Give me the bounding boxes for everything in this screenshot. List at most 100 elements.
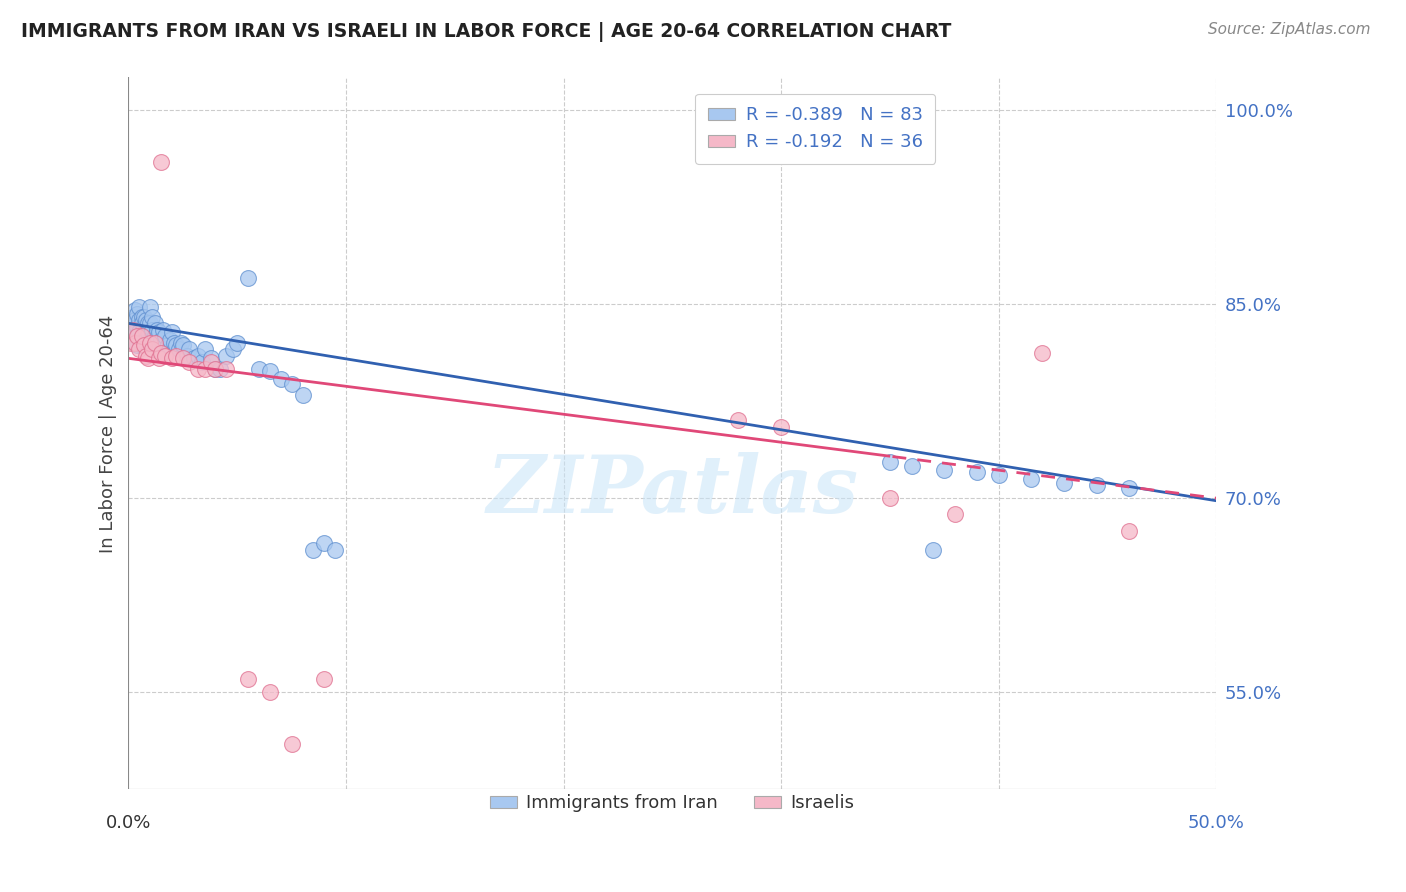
Text: IMMIGRANTS FROM IRAN VS ISRAELI IN LABOR FORCE | AGE 20-64 CORRELATION CHART: IMMIGRANTS FROM IRAN VS ISRAELI IN LABOR… <box>21 22 952 42</box>
Point <box>136 326 159 340</box>
Point <box>943 507 966 521</box>
Point <box>124 326 146 340</box>
Point <box>172 351 194 366</box>
Point <box>208 361 231 376</box>
Point <box>141 343 163 357</box>
Point <box>127 329 149 343</box>
Text: ZIPatlas: ZIPatlas <box>486 451 859 529</box>
Point <box>152 323 174 337</box>
Point <box>247 361 270 376</box>
Point <box>141 323 163 337</box>
Point <box>200 351 222 366</box>
Point <box>270 372 292 386</box>
Point <box>160 326 183 340</box>
Point <box>176 349 198 363</box>
Point <box>127 338 149 352</box>
Point <box>194 343 217 357</box>
Point <box>922 543 945 558</box>
Point <box>150 346 173 360</box>
Point <box>131 310 153 324</box>
Point <box>302 543 325 558</box>
Point <box>159 333 181 347</box>
Point <box>179 343 201 357</box>
Point <box>160 351 183 366</box>
Point <box>1053 475 1076 490</box>
Point <box>165 338 187 352</box>
Point <box>150 333 173 347</box>
Point <box>291 387 314 401</box>
Point <box>139 335 162 350</box>
Point <box>131 338 153 352</box>
Point <box>128 312 150 326</box>
Point <box>314 536 336 550</box>
Point <box>148 351 170 366</box>
Point <box>165 349 187 363</box>
Point <box>934 463 956 477</box>
Point <box>1031 346 1053 360</box>
Point <box>124 312 146 326</box>
Point <box>143 329 166 343</box>
Point <box>127 307 149 321</box>
Point <box>124 303 146 318</box>
Point <box>143 335 166 350</box>
Point <box>150 154 173 169</box>
Point <box>148 326 170 340</box>
Point <box>879 455 901 469</box>
Point <box>120 312 142 326</box>
Point <box>132 338 155 352</box>
Point <box>139 333 162 347</box>
Point <box>121 320 143 334</box>
Point <box>215 361 238 376</box>
Point <box>131 329 153 343</box>
Point <box>900 458 922 473</box>
Point <box>179 355 201 369</box>
Point <box>167 343 190 357</box>
Point <box>1085 478 1108 492</box>
Point <box>194 361 217 376</box>
Point <box>727 413 749 427</box>
Point <box>226 335 249 350</box>
Point <box>124 317 146 331</box>
Point <box>132 320 155 334</box>
Point <box>132 333 155 347</box>
Text: 50.0%: 50.0% <box>1188 814 1244 832</box>
Point <box>187 349 209 363</box>
Point <box>128 343 150 357</box>
Point <box>966 465 988 479</box>
Point <box>236 271 259 285</box>
Point <box>120 335 142 350</box>
Point <box>204 361 226 376</box>
Point <box>120 323 142 337</box>
Point <box>136 317 159 331</box>
Point <box>770 420 793 434</box>
Legend: Immigrants from Iran, Israelis: Immigrants from Iran, Israelis <box>484 787 862 820</box>
Point <box>135 312 157 326</box>
Point <box>135 335 157 350</box>
Point <box>124 335 146 350</box>
Point <box>236 673 259 687</box>
Point <box>131 317 153 331</box>
Point <box>139 300 162 314</box>
Point <box>259 364 281 378</box>
Point <box>121 310 143 324</box>
Point <box>121 323 143 337</box>
Point <box>1118 524 1140 538</box>
Point <box>143 317 166 331</box>
Point <box>163 335 186 350</box>
Point <box>124 335 146 350</box>
Point <box>128 333 150 347</box>
Point <box>141 310 163 324</box>
Point <box>127 329 149 343</box>
Point <box>183 351 205 366</box>
Point <box>187 361 209 376</box>
Point <box>132 310 155 324</box>
Point <box>128 326 150 340</box>
Point <box>127 320 149 334</box>
Point <box>987 467 1010 482</box>
Point <box>139 317 162 331</box>
Point <box>172 338 194 352</box>
Point <box>155 349 177 363</box>
Point <box>121 329 143 343</box>
Point <box>1021 472 1043 486</box>
Text: 0.0%: 0.0% <box>105 814 152 832</box>
